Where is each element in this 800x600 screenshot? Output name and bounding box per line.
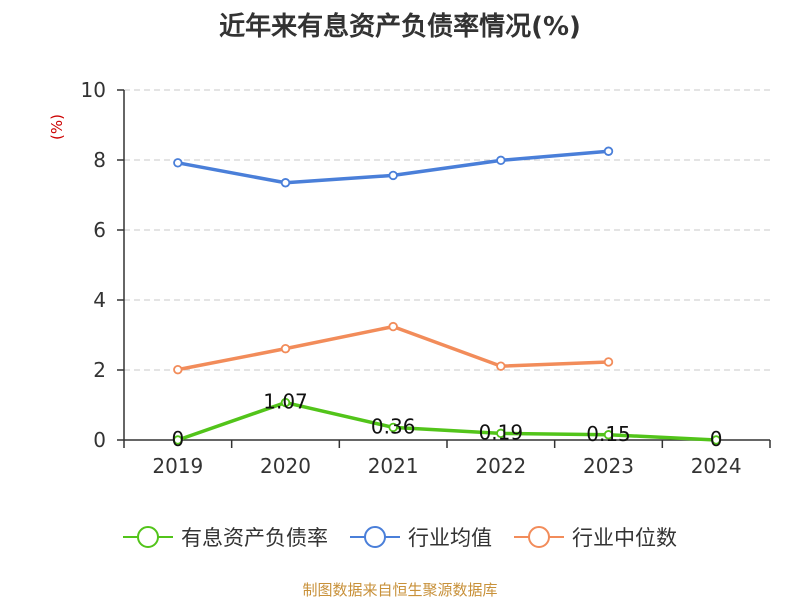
y-tick-label: 0 <box>93 428 106 452</box>
axis-layer: 0 2 4 6 8 10 2019 2020 2021 2022 2023 2024 (%) <box>48 78 771 478</box>
data-point <box>496 428 506 439</box>
x-tick-label: 2020 <box>260 454 311 478</box>
data-label: 0 <box>710 427 723 451</box>
data-label: 0.36 <box>371 414 416 438</box>
data-point <box>173 435 183 445</box>
x-tick-label: 2022 <box>475 454 526 478</box>
data-point <box>280 178 291 188</box>
legend: 有息资产负债率 行业均值 行业中位数 <box>123 526 677 550</box>
data-label-layer: 0 1.07 0.36 0.19 0.15 0 <box>171 390 722 451</box>
legend-swatch-marker <box>528 526 550 548</box>
y-tick-label: 2 <box>93 358 106 382</box>
data-point <box>388 170 398 181</box>
data-label: 0 <box>171 427 184 451</box>
data-point <box>388 422 398 433</box>
source-note: 制图数据来自恒生聚源数据库 <box>302 581 498 599</box>
data-label: 0.19 <box>479 420 524 444</box>
y-axis-label: (%) <box>48 114 66 140</box>
x-tick-label: 2023 <box>583 454 634 478</box>
data-point <box>173 158 183 168</box>
x-tick-label: 2024 <box>691 454 742 478</box>
y-tick-label: 6 <box>93 218 106 242</box>
data-point <box>496 361 506 371</box>
data-point <box>603 430 614 440</box>
data-point <box>603 146 614 156</box>
x-tick-label: 2021 <box>368 454 419 478</box>
data-label: 1.07 <box>263 390 308 414</box>
legend-label: 行业中位数 <box>572 526 677 550</box>
data-point <box>603 357 614 367</box>
data-point <box>388 321 398 332</box>
data-point <box>496 155 506 166</box>
x-tick-label: 2019 <box>152 454 203 478</box>
data-point <box>711 435 721 445</box>
y-tick-label: 10 <box>81 78 106 102</box>
grid-layer <box>124 89 770 371</box>
legend-item: 行业均值 <box>350 526 492 550</box>
data-point <box>280 397 291 408</box>
data-label: 0.15 <box>586 422 631 446</box>
data-point <box>280 343 291 354</box>
legend-item: 有息资产负债率 <box>123 526 328 550</box>
series-line <box>176 400 718 442</box>
legend-label: 有息资产负债率 <box>181 526 328 550</box>
legend-swatch-marker <box>137 526 159 548</box>
series-layer <box>173 146 721 445</box>
legend-item: 行业中位数 <box>514 526 677 550</box>
legend-label: 行业均值 <box>408 526 492 550</box>
data-point <box>173 364 183 375</box>
chart-title: 近年来有息资产负债率情况(%) <box>219 12 581 42</box>
y-tick-label: 4 <box>93 288 106 312</box>
legend-swatch-marker <box>364 526 386 548</box>
series-line <box>176 324 611 372</box>
y-tick-label: 8 <box>93 148 106 172</box>
